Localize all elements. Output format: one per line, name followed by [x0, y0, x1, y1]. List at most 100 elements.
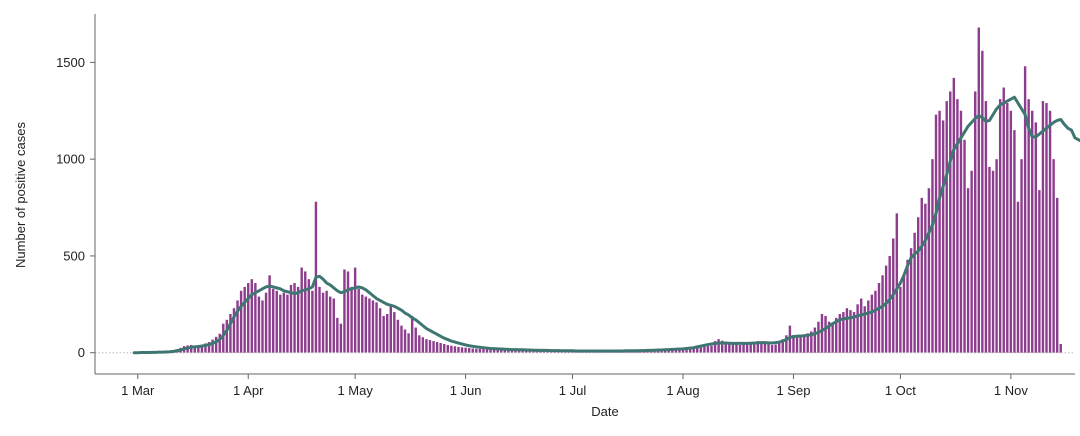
bar [910, 248, 912, 353]
bar [1056, 198, 1058, 353]
bar [436, 342, 438, 353]
bar [710, 346, 712, 353]
bar [732, 344, 734, 353]
bar [472, 348, 474, 352]
bar [457, 347, 459, 353]
x-tick-label: 1 Jun [450, 383, 482, 398]
bar [325, 291, 327, 353]
bar [831, 324, 833, 353]
bar [935, 115, 937, 353]
bar [450, 346, 452, 353]
bar [796, 336, 798, 352]
bar [297, 287, 299, 353]
bar [953, 78, 955, 353]
bar [429, 340, 431, 353]
x-tick-label: 1 Oct [885, 383, 916, 398]
bar [992, 171, 994, 353]
bar [1045, 103, 1047, 353]
bar [799, 335, 801, 352]
x-tick-label: 1 Sep [776, 383, 810, 398]
bar [215, 337, 217, 353]
bar [272, 289, 274, 353]
bar [924, 204, 926, 353]
bar [817, 322, 819, 353]
bar [874, 291, 876, 353]
bar [717, 339, 719, 353]
y-tick-label: 1000 [56, 152, 85, 167]
bar [988, 167, 990, 353]
bar [464, 348, 466, 353]
bar [475, 349, 477, 353]
bar [917, 217, 919, 352]
bar [261, 300, 263, 352]
x-tick-label: 1 Jul [559, 383, 587, 398]
bar [372, 300, 374, 352]
bar [400, 326, 402, 353]
bar [1035, 122, 1037, 352]
y-tick-label: 1500 [56, 55, 85, 70]
bar [899, 287, 901, 353]
bar [921, 198, 923, 353]
bar [390, 304, 392, 352]
bar [343, 269, 345, 352]
bar [999, 99, 1001, 353]
bar [443, 344, 445, 353]
bar [985, 101, 987, 353]
bar [928, 188, 930, 353]
bar [821, 314, 823, 353]
bar-series [140, 28, 1062, 353]
bar [422, 337, 424, 352]
bar [946, 101, 948, 353]
x-tick-label: 1 Nov [994, 383, 1028, 398]
bar [881, 275, 883, 352]
bar [978, 28, 980, 353]
bar [860, 299, 862, 353]
bar [454, 346, 456, 352]
bar [1052, 159, 1054, 353]
bar [974, 91, 976, 352]
bar [354, 268, 356, 353]
bar [967, 188, 969, 353]
bar [439, 343, 441, 353]
bar [468, 348, 470, 353]
bar [824, 316, 826, 353]
bar [226, 320, 228, 353]
bar [885, 266, 887, 353]
bar [247, 283, 249, 353]
bar [329, 297, 331, 353]
bar [251, 279, 253, 353]
bar [1049, 111, 1051, 353]
bar [707, 346, 709, 353]
bar [767, 344, 769, 353]
bar [411, 316, 413, 353]
bar [382, 316, 384, 353]
y-tick-label: 500 [63, 248, 85, 263]
bar [265, 293, 267, 353]
bar [311, 291, 313, 353]
bar [1017, 202, 1019, 353]
bar [479, 349, 481, 353]
bar [995, 159, 997, 353]
bar [358, 289, 360, 353]
bar [942, 120, 944, 352]
bar [486, 349, 488, 352]
bar [1006, 103, 1008, 353]
x-tick-label: 1 Mar [121, 383, 155, 398]
bar [956, 99, 958, 353]
bar [970, 171, 972, 353]
bar [386, 314, 388, 353]
bar [1031, 111, 1033, 353]
bar [906, 260, 908, 353]
bar [913, 233, 915, 353]
bar [703, 347, 705, 353]
bar [792, 337, 794, 352]
bar [871, 295, 873, 353]
bar [1010, 111, 1012, 353]
bar [258, 297, 260, 353]
bar [418, 335, 420, 352]
bar [960, 111, 962, 353]
bar [1042, 101, 1044, 353]
